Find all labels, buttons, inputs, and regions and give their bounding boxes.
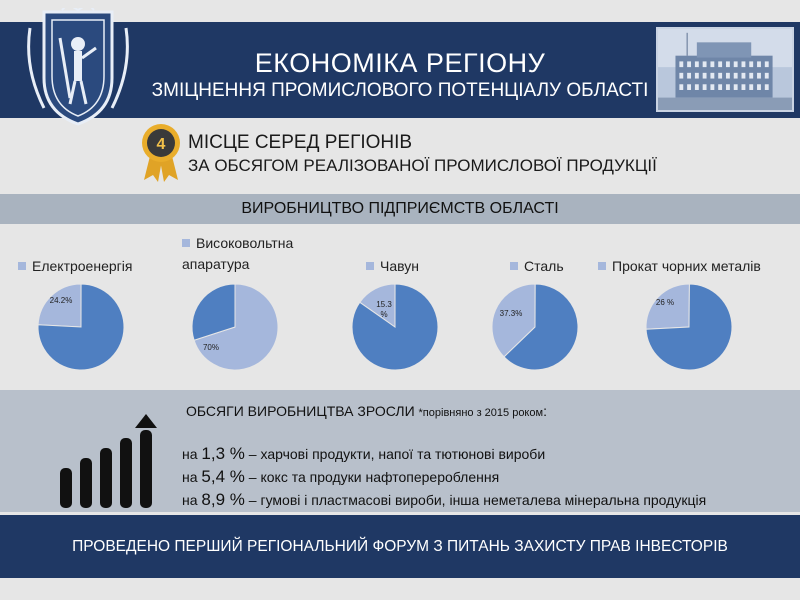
- legend-swatch: [510, 262, 518, 271]
- legend-high-voltage: Високовольтна апаратура: [182, 235, 294, 272]
- footer-banner: [0, 515, 800, 578]
- growth-note: *порівняно з 2015 роком: [418, 407, 544, 419]
- legend-swatch: [366, 262, 374, 271]
- pie-slice-rest: [645, 283, 733, 371]
- growth-item: на 8,9 % – гумові і пластмасові вироби, …: [182, 490, 707, 509]
- page-subtitle: ЗМІЦНЕННЯ ПРОМИСЛОВОГО ПОТЕНЦІАЛУ ОБЛАСТ…: [151, 80, 649, 101]
- legend-swatch: [18, 262, 26, 271]
- pie-chart-rolled-metal: [645, 283, 733, 371]
- legend-rolled-metal: Прокат чорних металів: [598, 256, 761, 277]
- growth-bars-icon: [60, 414, 157, 508]
- pie-label-electricity: 24.2%: [49, 296, 73, 305]
- pie-slice-rest: [37, 283, 125, 371]
- legend-electricity: Електроенергія: [18, 256, 132, 277]
- rank-description: ЗА ОБСЯГОМ РЕАЛІЗОВАНОЇ ПРОМИСЛОВОЇ ПРОД…: [188, 156, 657, 175]
- footer-text: ПРОВЕДЕНО ПЕРШИЙ РЕГІОНАЛЬНИЙ ФОРУМ З ПИ…: [72, 538, 728, 555]
- pie-chart-electricity: [37, 283, 125, 371]
- building-photo: [656, 27, 794, 112]
- growth-item: на 5,4 % – кокс та продуки нафтопереробл…: [182, 467, 500, 486]
- growth-title: ОБСЯГИ ВИРОБНИЦТВА ЗРОСЛИ *порівняно з 2…: [186, 403, 547, 419]
- pie-slice-highlight: [645, 283, 690, 330]
- pie-slice-rest: [191, 283, 236, 341]
- rank-number: 4: [157, 136, 166, 153]
- legend-swatch: [182, 239, 190, 248]
- pie-label-high-voltage: 70%: [202, 343, 219, 352]
- growth-item: на 1,3 % – харчові продукти, напої та тю…: [182, 444, 546, 463]
- pie-label-steel: 37.3%: [499, 309, 523, 318]
- pie-slice-highlight: [37, 283, 82, 328]
- pie-slice-rest: [503, 283, 579, 371]
- legend-steel: Сталь: [510, 256, 564, 277]
- growth-value: 8,9 %: [201, 490, 245, 509]
- growth-value: 5,4 %: [201, 467, 245, 486]
- rank-heading: МІСЦЕ СЕРЕД РЕГІОНІВ: [188, 132, 413, 153]
- legend-cast-iron: Чавун: [366, 256, 419, 277]
- pie-slice-highlight: [491, 283, 536, 358]
- production-band: [0, 194, 800, 224]
- production-title: ВИРОБНИЦТВО ПІДПРИЄМСТВ ОБЛАСТІ: [241, 200, 559, 217]
- pie-chart-steel: [491, 283, 579, 371]
- pie-chart-cast-iron: [351, 283, 439, 371]
- pie-slice-rest: [351, 283, 439, 371]
- page-title: ЕКОНОМІКА РЕГІОНУ: [254, 48, 546, 78]
- legend-swatch: [598, 262, 606, 271]
- growth-band: [0, 390, 800, 512]
- growth-value: 1,3 %: [201, 444, 245, 463]
- pie-label-cast-iron: 15.3%: [376, 300, 392, 319]
- pie-label-rolled-metal: 26 %: [655, 298, 675, 307]
- coat-of-arms-icon: [27, 8, 129, 126]
- rank-medal-icon: 4: [142, 124, 180, 182]
- pie-slice-highlight: [193, 283, 279, 371]
- pie-chart-high-voltage: [191, 283, 279, 371]
